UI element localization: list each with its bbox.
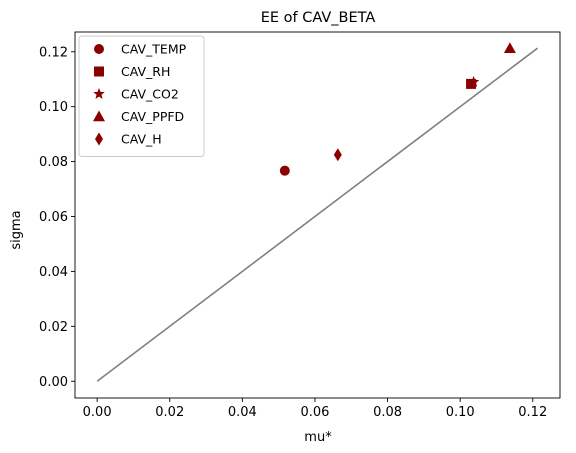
x-axis-ticks: 0.00 0.02 0.04 0.06 0.08 0.10 0.12 (83, 398, 547, 420)
data-point (333, 148, 342, 162)
legend-label: CAV_CO2 (121, 87, 179, 102)
data-point (279, 165, 290, 176)
reference-line (96, 47, 538, 382)
legend-label: CAV_H (121, 132, 162, 147)
legend-marker (95, 132, 103, 146)
x-tick-label: 0.00 (83, 405, 112, 420)
legend-box (78, 35, 205, 157)
y-tick-label: 0.12 (39, 45, 68, 60)
x-axis-label: mu* (304, 430, 332, 445)
legend-marker (94, 44, 104, 54)
y-tick-label: 0.00 (39, 375, 68, 390)
legend-label: CAV_TEMP (121, 42, 187, 57)
legend-label: CAV_PPFD (121, 109, 184, 124)
x-tick-label: 0.08 (373, 405, 402, 420)
plot-frame (74, 31, 561, 399)
legend-label: CAV_RH (121, 64, 170, 79)
data-point (503, 42, 516, 53)
y-tick-label: 0.06 (39, 210, 68, 225)
x-tick-label: 0.12 (518, 405, 547, 420)
data-point (467, 75, 480, 87)
x-tick-label: 0.06 (300, 405, 329, 420)
chart-title: EE of CAV_BETA (261, 10, 376, 26)
y-tick-label: 0.08 (39, 155, 68, 170)
legend-marker (94, 66, 104, 77)
x-tick-label: 0.10 (446, 405, 475, 420)
plot-content (96, 42, 538, 382)
legend-marker (93, 110, 105, 122)
y-tick-label: 0.02 (39, 320, 68, 335)
x-tick-label: 0.04 (228, 405, 257, 420)
legend-marker (93, 88, 105, 99)
x-tick-label: 0.02 (155, 405, 184, 420)
y-tick-label: 0.10 (39, 100, 68, 115)
legend: CAV_TEMP CAV_RH CAV_CO2 CAV_PPFD CAV_H (78, 35, 205, 157)
y-tick-label: 0.04 (39, 265, 68, 280)
y-axis-ticks: 0.00 0.02 0.04 0.06 0.08 0.10 0.12 (39, 45, 75, 390)
y-axis-label: sigma (9, 210, 24, 249)
